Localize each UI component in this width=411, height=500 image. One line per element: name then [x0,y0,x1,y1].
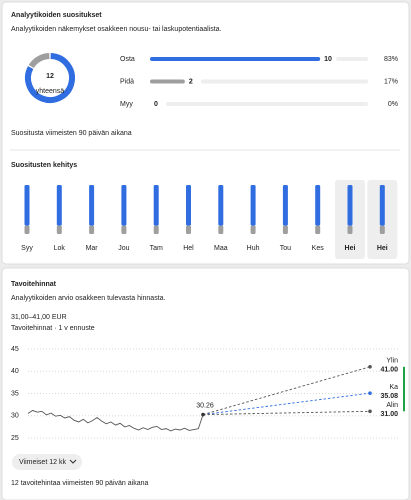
forecast-line [202,410,371,416]
rating-label: Pidä [120,78,134,85]
rating-percent: 17% [384,78,398,85]
month-bar-segment [89,185,95,226]
forecast-point [368,365,372,369]
donut-total: 12 [46,73,54,80]
month-label: Hei [345,245,356,252]
price-line [27,409,204,432]
donut-segment [28,53,50,69]
current-price-label: 30.26 [196,402,214,409]
rating-count: 2 [189,78,193,85]
rating-track [336,57,368,61]
y-tick-label: 45 [11,346,19,353]
month-bar-segment [250,185,256,226]
button-label[interactable]: Viimeiset 12 kk [19,459,66,466]
rating-count: 0 [154,101,158,108]
donut-segment [25,53,75,103]
month-label: Maa [214,245,228,252]
y-tick-label: 35 [11,390,19,397]
month-bar-segment [121,185,127,226]
month-bar-segment [250,225,256,234]
forecast-name: Ka [389,384,398,391]
period-button[interactable]: Viimeiset 12 kk [12,454,82,470]
month-bar-segment [186,185,191,226]
forecast-value: 41.00 [380,367,398,374]
forecast-line [202,366,371,416]
forecast-line [202,392,371,416]
month-bar-segment [186,225,191,234]
rating-bar [150,57,321,61]
rating-track [166,102,368,106]
month-bar-segment [24,185,30,226]
rating-note: Suositusta viimeisten 90 päivän aikana [11,130,132,137]
forecast-name: Alin [386,402,398,409]
month-label: Jou [118,245,129,252]
month-bar-segment [347,185,353,226]
button-background[interactable] [12,454,82,470]
month-bar-segment [315,185,321,226]
month-bar-segment [379,225,385,234]
recommendations-card [1,1,410,265]
forecast-name: Ylin [386,358,398,365]
month-bar-segment [153,185,159,226]
forecast-point [368,391,372,395]
month-bar-segment [315,225,321,234]
target-range: 31,00–41,00 EUR [11,314,67,321]
month-label: Tam [150,245,163,252]
month-bar-segment [24,225,30,234]
month-bar-segment [56,185,62,226]
y-tick-label: 30 [11,413,19,420]
month-bar-segment [89,225,95,234]
rating-track [200,79,368,84]
month-bar-segment [282,225,288,234]
target-range-note: Tavoitehinnat · 1 v ennuste [11,325,95,332]
y-tick-label: 40 [11,368,19,375]
month-bar-segment [218,225,224,234]
chevron-icon[interactable] [69,459,77,464]
forecast-value: 31.00 [380,411,398,418]
card-subtitle: Analyytikoiden näkemykset osakkeen nousu… [11,26,222,33]
card-title: Tavoitehinnat [11,281,57,288]
rating-label: Myy [120,101,133,108]
month-bar-segment [379,185,385,226]
rating-bar [150,79,185,84]
month-label: Hei [377,245,388,252]
month-label: Syy [21,245,33,252]
card-title: Analyytikoiden suositukset [11,12,102,19]
card-subtitle: Analyytikoiden arvio osakkeen tulevasta … [11,295,166,302]
forecast-point [368,409,372,414]
footer-note: 12 tavoitehintaa viimeisten 90 päivän ai… [11,480,148,487]
month-bar-segment [121,225,127,234]
rating-percent: 0% [388,101,398,108]
month-bar-segment [153,225,159,234]
month-bar-segment [218,185,224,226]
rating-label: Osta [120,56,135,63]
price-targets-card [1,267,410,500]
month-bar-segment [56,225,62,234]
month-label: Hel [183,245,194,252]
month-bar-segment [347,225,353,234]
month-label: Tou [280,245,291,252]
y-tick-label: 25 [11,435,19,442]
rating-count: 10 [324,56,332,63]
month-bar-segment [282,185,288,226]
month-label: Lok [54,245,66,252]
current-price-point [201,412,205,417]
donut-total-label: yhteensä [36,88,65,95]
month-label: Mar [86,245,99,252]
forecast-value: 35.08 [380,393,398,400]
history-title: Suositusten kehitys [11,162,77,169]
rating-percent: 83% [384,56,398,63]
month-label: Huh [247,245,260,252]
month-label: Kes [312,245,325,252]
